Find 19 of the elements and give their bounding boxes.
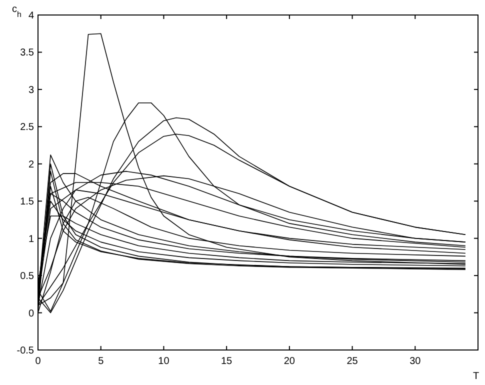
- y-tick-label: 1: [28, 234, 34, 245]
- y-tick-label: 2.5: [20, 122, 34, 134]
- x-tick-label: 25: [346, 356, 358, 367]
- x-tick-label: 20: [284, 356, 296, 367]
- y-tick-label: 4: [28, 10, 34, 22]
- y-tick-label: 3.5: [20, 48, 34, 59]
- x-tick-label: 15: [221, 356, 233, 367]
- y-tick-label: 2: [28, 159, 34, 170]
- x-tick-label: 5: [98, 356, 104, 367]
- x-axis-title: T: [472, 371, 480, 382]
- y-tick-label: 0: [28, 308, 34, 320]
- x-tick-label: 0: [35, 356, 42, 367]
- y-axis-title: c$_{h}$: [12, 4, 22, 18]
- y-tick-label: 1.5: [20, 196, 34, 208]
- x-tick-label: 30: [410, 356, 422, 367]
- y-tick-label: 0.5: [20, 271, 34, 282]
- y-tick-label: 3: [28, 84, 34, 96]
- y-tick-label: -0.5: [16, 346, 34, 356]
- x-tick-label: 10: [158, 356, 170, 367]
